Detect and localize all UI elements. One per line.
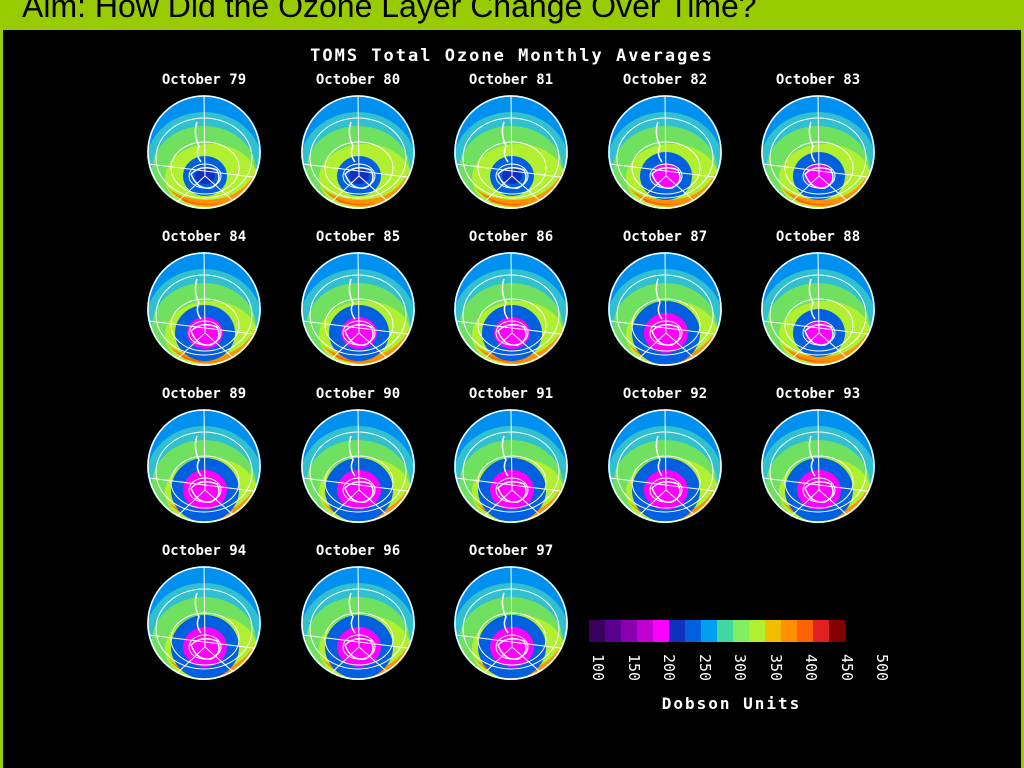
slide-title: Aim: How Did the Ozone Layer Change Over… (22, 0, 757, 24)
panel-label: October 93 (775, 386, 861, 402)
legend-swatch (637, 620, 653, 642)
globe-panel: October 82 (600, 72, 730, 217)
panel-label: October 83 (775, 72, 861, 88)
legend-swatch (685, 620, 701, 642)
globe-panel: October 88 (753, 229, 883, 374)
legend-tick-label: 150 (624, 654, 643, 682)
legend-swatch (733, 620, 749, 642)
legend-swatch (669, 620, 685, 642)
ozone-globe (454, 566, 568, 680)
panel-label: October 90 (315, 386, 401, 402)
legend-color-bar (589, 620, 845, 642)
legend-tick-label: 500 (873, 654, 891, 682)
legend-swatch (653, 620, 669, 642)
globe-panel: October 84 (139, 229, 269, 374)
ozone-globe (301, 95, 415, 209)
legend-swatch (781, 620, 797, 642)
panel-label: October 96 (315, 543, 401, 559)
panel-label: October 86 (468, 229, 554, 245)
globe-panel: October 83 (753, 72, 883, 217)
ozone-globe (147, 566, 261, 680)
ozone-globe (761, 95, 875, 209)
globe-panel: October 91 (446, 386, 576, 531)
legend-tick-label: 200 (660, 654, 678, 682)
ozone-globe (454, 95, 568, 209)
ozone-globe (301, 566, 415, 680)
ozone-globe (147, 409, 261, 523)
legend-tick-label: 350 (766, 654, 785, 682)
panel-label: October 85 (315, 229, 401, 245)
legend-swatch (621, 620, 637, 642)
globe-panel: October 96 (293, 543, 423, 688)
ozone-globe (147, 252, 261, 366)
globe-panel: October 94 (139, 543, 269, 688)
panel-label: October 80 (315, 72, 401, 88)
legend-swatch (589, 620, 605, 642)
panel-label: October 84 (161, 229, 247, 245)
legend-title: Dobson Units (661, 694, 802, 713)
globe-panel: October 97 (446, 543, 576, 688)
panel-label: October 87 (622, 229, 708, 245)
globe-panel: October 89 (139, 386, 269, 531)
globe-panel: October 80 (293, 72, 423, 217)
legend-swatch (605, 620, 621, 642)
ozone-globe (454, 409, 568, 523)
globe-panel: October 79 (139, 72, 269, 217)
ozone-figure: TOMS Total Ozone Monthly Averages Octobe… (3, 30, 1021, 768)
legend-tick-label: 300 (731, 654, 749, 682)
ozone-globe (608, 252, 722, 366)
panel-label: October 97 (468, 543, 554, 559)
globe-panel: October 85 (293, 229, 423, 374)
legend-swatch (701, 620, 717, 642)
ozone-globe (761, 252, 875, 366)
legend-swatch (813, 620, 829, 642)
legend-swatch (797, 620, 813, 642)
color-legend: 100 150 200 250 300 350 400 450 500 Dobson Units (589, 620, 891, 720)
ozone-globe (301, 252, 415, 366)
legend-swatch (717, 620, 733, 642)
legend-tick-label: 250 (695, 654, 714, 682)
panel-label: October 82 (622, 72, 708, 88)
ozone-globe (761, 409, 875, 523)
panel-label: October 94 (161, 543, 247, 559)
globe-panel: October 90 (293, 386, 423, 531)
globe-panel: October 92 (600, 386, 730, 531)
ozone-globe (608, 409, 722, 523)
legend-swatch (765, 620, 781, 642)
legend-tick-label: 100 (589, 654, 607, 682)
ozone-globe (608, 95, 722, 209)
panel-label: October 92 (622, 386, 708, 402)
slide-header: Aim: How Did the Ozone Layer Change Over… (0, 0, 1024, 30)
globe-panel: October 93 (753, 386, 883, 531)
legend-swatch (829, 620, 845, 642)
panel-label: October 81 (468, 72, 554, 88)
panel-label: October 89 (161, 386, 247, 402)
globe-panel: October 81 (446, 72, 576, 217)
globe-panel: October 86 (446, 229, 576, 374)
ozone-globe (301, 409, 415, 523)
legend-tick-label: 450 (837, 654, 856, 682)
panel-label: October 91 (468, 386, 554, 402)
panel-label: October 79 (161, 72, 247, 88)
legend-tick-label: 400 (802, 654, 820, 682)
figure-title: TOMS Total Ozone Monthly Averages (310, 46, 714, 66)
ozone-globe (147, 95, 261, 209)
panel-label: October 88 (775, 229, 861, 245)
ozone-globe (454, 252, 568, 366)
globe-panel: October 87 (600, 229, 730, 374)
legend-swatch (749, 620, 765, 642)
